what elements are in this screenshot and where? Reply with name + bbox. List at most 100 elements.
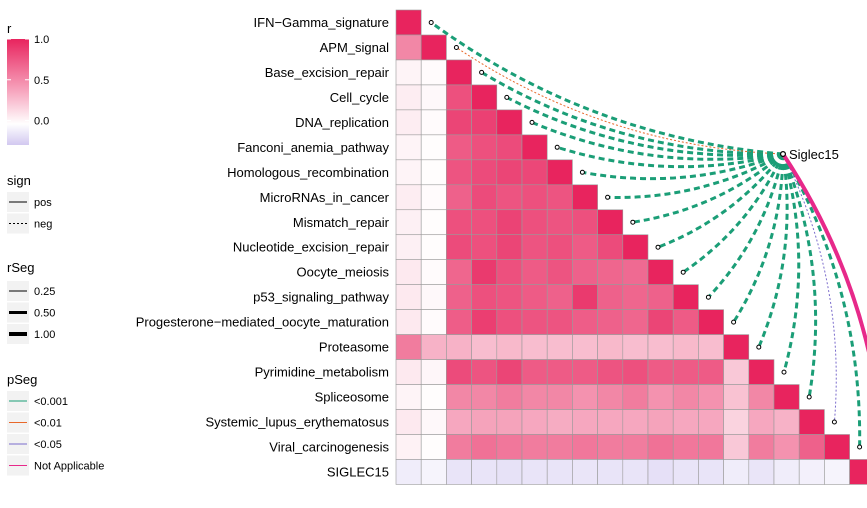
heat-cell [395, 234, 422, 260]
heat-cell [446, 309, 472, 335]
heat-cell [446, 259, 472, 285]
heat-cell [446, 384, 472, 410]
link-line [430, 21, 784, 156]
heat-cell [698, 459, 724, 485]
legend-sign-title: sign [7, 173, 31, 188]
heat-cell [471, 109, 498, 136]
heat-cell [597, 309, 624, 335]
heat-cell [672, 384, 699, 410]
heat-cell [546, 284, 573, 310]
heat-cell [672, 284, 699, 310]
heat-cell [446, 334, 472, 360]
heat-cell [420, 234, 447, 260]
heat-cell [420, 309, 447, 335]
heat-cell [824, 459, 850, 485]
heat-cell [748, 459, 775, 485]
link-endpoint [453, 45, 459, 50]
heat-cell [647, 284, 674, 310]
heat-cell [748, 409, 775, 435]
heat-cell [446, 109, 472, 136]
row-label: Progesterone−mediated_oocyte_maturation [136, 315, 389, 330]
heat-cell [420, 259, 447, 285]
heat-cell [395, 84, 422, 111]
heat-cell [672, 459, 699, 485]
link-endpoint [529, 119, 535, 125]
legend-item-label: 0.25 [34, 286, 55, 298]
link-endpoint [479, 69, 485, 75]
heat-cell [521, 184, 548, 211]
heat-cell [471, 184, 498, 211]
heat-cell [546, 184, 573, 211]
heat-cell [420, 34, 447, 61]
heat-cell [420, 284, 447, 310]
heat-cell [647, 309, 674, 335]
heat-cell [521, 409, 548, 435]
heat-cell [420, 159, 447, 186]
heat-cell [698, 409, 724, 435]
heat-cell [572, 384, 598, 410]
heat-cell [471, 309, 498, 335]
heat-cell [496, 384, 523, 410]
heat-cell [496, 284, 523, 310]
heat-cell [773, 459, 800, 485]
heat-cell [496, 359, 523, 385]
row-label: Spliceosome [315, 390, 389, 405]
row-label: Viral_carcinogenesis [269, 439, 389, 454]
heat-cell [521, 359, 548, 385]
heat-cell [395, 109, 422, 136]
heat-cell [496, 184, 523, 211]
heat-cell [773, 384, 800, 410]
heat-cell [572, 209, 598, 236]
link-line [632, 152, 784, 224]
heat-cell [622, 234, 649, 260]
heat-cell [597, 359, 624, 385]
heat-cell [572, 459, 598, 485]
link-line [456, 47, 784, 155]
heat-cell [597, 384, 624, 410]
heat-cell [471, 84, 498, 111]
heat-cell [672, 334, 699, 360]
heat-cell [496, 459, 523, 485]
heat-cell [446, 409, 472, 435]
heat-cell [496, 334, 523, 360]
heat-cell [420, 134, 447, 161]
heat-cell [773, 409, 800, 435]
heat-cell [546, 334, 573, 360]
heat-cell [546, 384, 573, 410]
link-endpoint [831, 419, 837, 425]
heat-cell [698, 384, 724, 410]
legend-item-label: neg [34, 219, 52, 231]
heat-cell [521, 284, 548, 310]
link-endpoint [781, 369, 787, 375]
heat-cell [546, 359, 573, 385]
link-endpoints [428, 20, 863, 450]
row-label: Proteasome [319, 340, 389, 355]
link-line [531, 121, 784, 161]
heatmap-cells [395, 9, 867, 485]
heat-cell [471, 384, 498, 410]
legend-item-label: <0.05 [34, 439, 62, 451]
heat-cell [723, 384, 750, 410]
heat-cell [496, 134, 523, 161]
heat-cell [521, 309, 548, 335]
heat-cell [446, 209, 472, 236]
heat-cell [546, 259, 573, 285]
legend-rseg-title: rSeg [7, 260, 34, 275]
heat-cell [496, 159, 523, 186]
link-endpoint [605, 194, 611, 200]
link-endpoint [705, 294, 711, 300]
legend-rseg-items: 0.25 0.50 1.00 [7, 281, 55, 344]
heat-cell [597, 409, 624, 435]
link-endpoint [579, 169, 585, 175]
row-label: APM_signal [320, 40, 389, 55]
heat-cell [723, 459, 750, 485]
heat-cell [496, 209, 523, 236]
heat-cell [521, 384, 548, 410]
heat-cell [622, 259, 649, 285]
legend-r-tick-label: 0.5 [34, 75, 49, 87]
heat-cell [647, 259, 674, 285]
heat-cell [672, 359, 699, 385]
heat-cell [597, 209, 624, 236]
heat-cell [395, 34, 422, 61]
